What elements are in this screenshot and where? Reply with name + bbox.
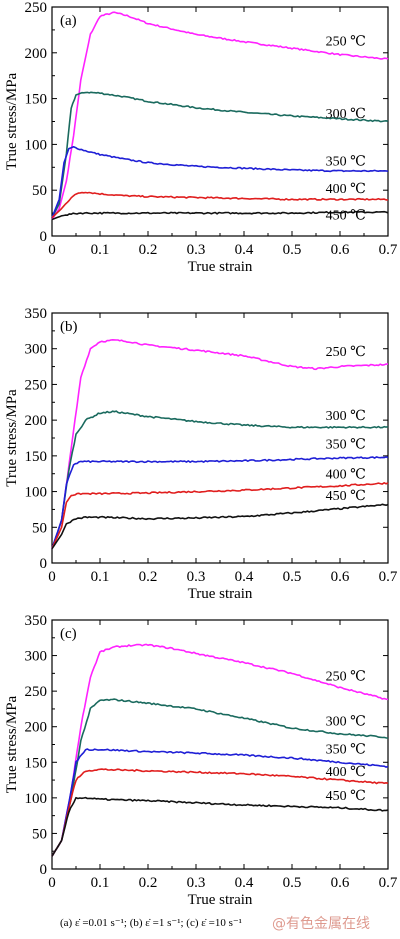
x-tick-label: 0.1 <box>91 875 110 891</box>
watermark: @有色金属在线 <box>272 915 370 932</box>
series-line-350 <box>51 146 389 218</box>
series-label-450: 450 ℃ <box>326 789 366 804</box>
x-tick-label: 0.2 <box>139 569 158 585</box>
series-line-400 <box>51 191 389 219</box>
y-axis-title: True stress/MPa <box>4 389 20 487</box>
x-tick-label: 0 <box>48 569 56 585</box>
y-tick-label: 300 <box>25 649 48 665</box>
y-axis-title: True stress/MPa <box>4 72 20 170</box>
series-label-300: 300 ℃ <box>326 714 366 729</box>
x-tick-label: 0.2 <box>139 242 158 258</box>
y-tick-label: 0 <box>40 229 48 245</box>
y-tick-label: 100 <box>25 137 48 153</box>
series-line-250 <box>51 339 389 549</box>
series-line-250 <box>51 643 389 857</box>
x-axis-title: True strain <box>188 892 253 908</box>
y-tick-label: 50 <box>32 826 47 842</box>
chart-panels: 0 0.1 0.2 0.3 0.4 0.5 0.6 0.7 0 50 100 150 200 250 Tru… <box>4 0 398 908</box>
x-tick-label: 0 <box>48 242 56 258</box>
series-line-350 <box>51 456 389 549</box>
series-label-400: 400 ℃ <box>326 182 366 197</box>
x-tick-label: 0.6 <box>331 569 350 585</box>
y-tick-label: 250 <box>25 377 48 393</box>
series-label-350: 350 ℃ <box>326 154 366 169</box>
x-tick-label: 0.3 <box>187 875 206 891</box>
series-label-250: 250 ℃ <box>326 345 366 360</box>
x-tick-label: 0.3 <box>187 569 206 585</box>
series-line-450 <box>51 503 389 550</box>
series-line-300 <box>51 698 389 857</box>
series-label-450: 450 ℃ <box>326 489 366 504</box>
series-line-450 <box>51 210 389 221</box>
y-tick-label: 100 <box>25 485 48 501</box>
y-tick-label: 0 <box>40 556 48 572</box>
x-axis-title: True strain <box>188 259 253 275</box>
y-tick-label: 250 <box>25 0 48 16</box>
panel-label: (a) <box>60 13 77 29</box>
series-label-300: 300 ℃ <box>326 409 366 424</box>
y-tick-label: 150 <box>25 92 48 108</box>
x-tick-label: 0.6 <box>331 242 350 258</box>
series-label-400: 400 ℃ <box>326 765 366 780</box>
y-tick-label: 100 <box>25 791 48 807</box>
series-line-400 <box>51 768 389 857</box>
x-tick-label: 0.4 <box>235 242 254 258</box>
panel-label: (c) <box>60 626 77 642</box>
y-tick-label: 200 <box>25 720 48 736</box>
y-tick-label: 50 <box>32 520 47 536</box>
x-tick-label: 0 <box>48 875 56 891</box>
series-label-250: 250 ℃ <box>326 34 366 49</box>
panel-label: (b) <box>60 319 78 335</box>
x-tick-label: 0.6 <box>331 875 350 891</box>
chart-panel-2: 0 0.1 0.2 0.3 0.4 0.5 0.6 0.7 0 50 100 150 200 250 300… <box>4 306 398 602</box>
series-line-300 <box>51 91 389 219</box>
y-tick-label: 50 <box>32 183 47 199</box>
series-label-350: 350 ℃ <box>326 438 366 453</box>
x-tick-label: 0.1 <box>91 569 110 585</box>
x-tick-label: 0.1 <box>91 242 110 258</box>
series-label-300: 300 ℃ <box>326 107 366 122</box>
x-tick-label: 0.7 <box>379 875 398 891</box>
series-label-350: 350 ℃ <box>326 743 366 758</box>
y-tick-label: 350 <box>25 613 48 629</box>
figure-caption: (a) ε̇ =0.01 s⁻¹; (b) ε̇ =1 s⁻¹; (c) ε̇ … <box>60 917 242 929</box>
x-tick-label: 0.3 <box>187 242 206 258</box>
series-label-400: 400 ℃ <box>326 468 366 483</box>
x-tick-label: 0.2 <box>139 875 158 891</box>
chart-panel-1: 0 0.1 0.2 0.3 0.4 0.5 0.6 0.7 0 50 100 150 200 250 Tru… <box>4 0 398 275</box>
series-label-450: 450 ℃ <box>326 209 366 224</box>
x-tick-label: 0.4 <box>235 569 254 585</box>
y-tick-label: 150 <box>25 449 48 465</box>
y-axis-title: True stress/MPa <box>4 695 20 793</box>
x-tick-label: 0.4 <box>235 875 254 891</box>
series-line-300 <box>51 410 389 549</box>
y-tick-label: 150 <box>25 755 48 771</box>
series-line-350 <box>51 748 389 857</box>
x-tick-label: 0.7 <box>379 569 398 585</box>
series-label-250: 250 ℃ <box>326 669 366 684</box>
y-tick-label: 0 <box>40 862 48 878</box>
chart-panel-3: 0 0.1 0.2 0.3 0.4 0.5 0.6 0.7 0 50 100 150 200 250 300… <box>4 613 398 908</box>
series-line-250 <box>51 11 389 220</box>
x-tick-label: 0.5 <box>283 875 302 891</box>
y-tick-label: 200 <box>25 46 48 62</box>
x-tick-label: 0.5 <box>283 569 302 585</box>
y-tick-label: 200 <box>25 413 48 429</box>
series-line-450 <box>51 796 389 857</box>
y-tick-label: 300 <box>25 342 48 358</box>
x-tick-label: 0.7 <box>379 242 398 258</box>
x-tick-label: 0.5 <box>283 242 302 258</box>
x-axis-title: True strain <box>188 586 253 602</box>
y-tick-label: 250 <box>25 684 48 700</box>
series-line-400 <box>51 482 389 550</box>
y-tick-label: 350 <box>25 306 48 322</box>
